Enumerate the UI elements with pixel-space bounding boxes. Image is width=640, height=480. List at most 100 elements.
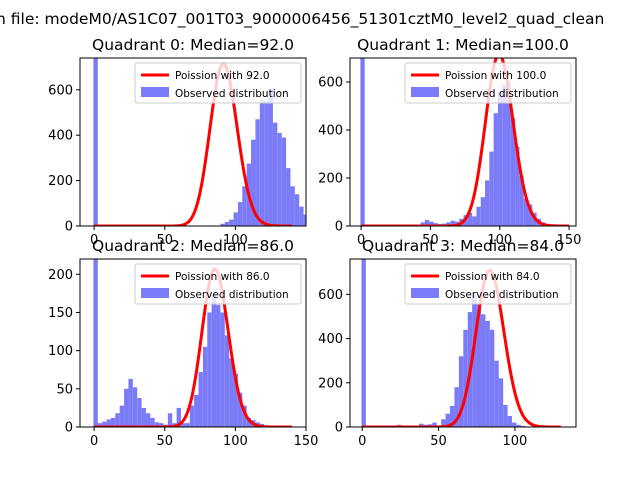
histogram-bar xyxy=(519,175,524,226)
x-tick-label: 150 xyxy=(557,233,582,248)
y-tick-label: 0 xyxy=(65,421,73,436)
axes-frame xyxy=(349,258,577,428)
histogram-bar xyxy=(476,303,482,427)
histogram-bar xyxy=(102,421,107,427)
histogram-bar xyxy=(97,423,103,427)
histogram-bar xyxy=(299,206,304,226)
histogram-bar xyxy=(220,223,225,226)
histogram-bar xyxy=(237,202,243,226)
histogram-bar xyxy=(450,220,455,226)
histogram-bar xyxy=(167,413,173,427)
legend-hist-label: Observed distribution xyxy=(175,88,289,100)
histogram-bar xyxy=(512,422,517,427)
histogram-bar xyxy=(229,358,234,427)
histogram-bar xyxy=(132,387,138,427)
x-tick-label: 0 xyxy=(357,233,365,248)
histogram-bar xyxy=(185,423,190,427)
y-tick-label: 600 xyxy=(48,83,73,98)
histogram-bar xyxy=(481,314,486,427)
legend-hist-label: Observed distribution xyxy=(175,289,289,301)
histogram-bar xyxy=(493,113,498,226)
plot-title: Quadrant 2: Median=86.0 xyxy=(92,237,294,255)
x-tick-label: 50 xyxy=(422,233,439,248)
plot-area xyxy=(360,58,570,226)
legend-hist-label: Observed distribution xyxy=(445,289,559,301)
histogram-bar xyxy=(237,392,243,427)
plot-area xyxy=(361,259,561,427)
histogram-bar xyxy=(115,413,120,427)
y-tick-label: 600 xyxy=(318,76,343,91)
legend-curve-label: Poission with 100.0 xyxy=(445,70,546,82)
histogram-bar xyxy=(268,88,273,226)
axes-frame xyxy=(79,57,307,227)
x-tick-label: 50 xyxy=(156,233,173,248)
histogram-bar xyxy=(119,405,125,427)
histogram-bar xyxy=(445,413,451,427)
x-tick-label: 50 xyxy=(156,434,173,449)
x-tick-label: 50 xyxy=(430,434,447,449)
poisson-curve xyxy=(94,267,292,427)
histogram-bar xyxy=(207,312,212,427)
legend-box xyxy=(134,263,302,305)
histogram-bar xyxy=(255,119,260,226)
histogram-bar xyxy=(242,186,247,226)
y-tick-label: 600 xyxy=(318,288,343,303)
histogram-bar xyxy=(251,139,256,226)
plot-area xyxy=(93,58,321,226)
histogram-bar xyxy=(419,423,424,427)
x-tick-label: 150 xyxy=(294,434,319,449)
histogram-bar xyxy=(180,423,186,427)
histogram-bar xyxy=(523,198,529,226)
poisson-curve xyxy=(362,268,561,427)
histogram-bar xyxy=(264,101,269,226)
poisson-curve xyxy=(360,58,570,226)
histogram-bar xyxy=(294,194,300,226)
histogram-bar xyxy=(312,224,316,226)
histogram-bar xyxy=(516,424,521,427)
histogram-bar xyxy=(497,91,503,226)
histogram-bar xyxy=(233,212,238,226)
histogram-bar xyxy=(242,405,247,427)
legend-curve-label: Poission with 84.0 xyxy=(445,271,540,283)
histogram-bar xyxy=(507,415,513,427)
histogram-bar xyxy=(229,219,234,226)
x-tick-label: 0 xyxy=(358,434,366,449)
histogram-bar xyxy=(317,225,321,226)
histogram-bar xyxy=(216,304,221,427)
histogram-bar xyxy=(176,407,181,427)
legend-hist-label: Observed distribution xyxy=(445,88,559,100)
histogram-bar xyxy=(485,180,490,226)
histogram-bar xyxy=(233,373,238,427)
y-tick-label: 400 xyxy=(318,124,343,139)
y-tick-label: 150 xyxy=(48,306,73,321)
histogram-bar xyxy=(141,407,146,427)
histogram-bar xyxy=(429,221,434,226)
legend-curve-label: Poission with 92.0 xyxy=(175,70,270,82)
plot-area xyxy=(93,259,292,427)
histogram-bar xyxy=(246,417,252,427)
histogram-bar xyxy=(110,417,116,427)
histogram-bar xyxy=(198,372,203,427)
legend-curve-label: Poission with 86.0 xyxy=(175,271,270,283)
plot-title: Quadrant 3: Median=84.0 xyxy=(362,237,564,255)
plot-title: Quadrant 0: Median=92.0 xyxy=(92,36,294,54)
histogram-bar xyxy=(303,214,306,226)
histogram-bar xyxy=(360,58,365,226)
histogram-bar xyxy=(124,388,129,427)
histogram-bar xyxy=(150,417,155,427)
histogram-bar xyxy=(472,216,477,226)
histogram-bar xyxy=(489,151,494,226)
histogram-bar xyxy=(424,220,430,226)
histogram-bar xyxy=(472,294,477,427)
y-tick-label: 200 xyxy=(48,268,73,283)
histogram-bar xyxy=(128,378,133,427)
histogram-bar xyxy=(281,137,287,226)
histogram-bar xyxy=(93,259,98,427)
x-tick-label: 0 xyxy=(90,233,98,248)
quadrant-3-panel: 0 50 100 0 200 400 600 Quadrant 3: Median=84.0 P… xyxy=(318,237,577,449)
histogram-bar xyxy=(446,222,451,226)
legend-hist-swatch xyxy=(411,288,439,298)
histogram-bar xyxy=(515,146,520,226)
histogram-bar xyxy=(498,378,504,427)
